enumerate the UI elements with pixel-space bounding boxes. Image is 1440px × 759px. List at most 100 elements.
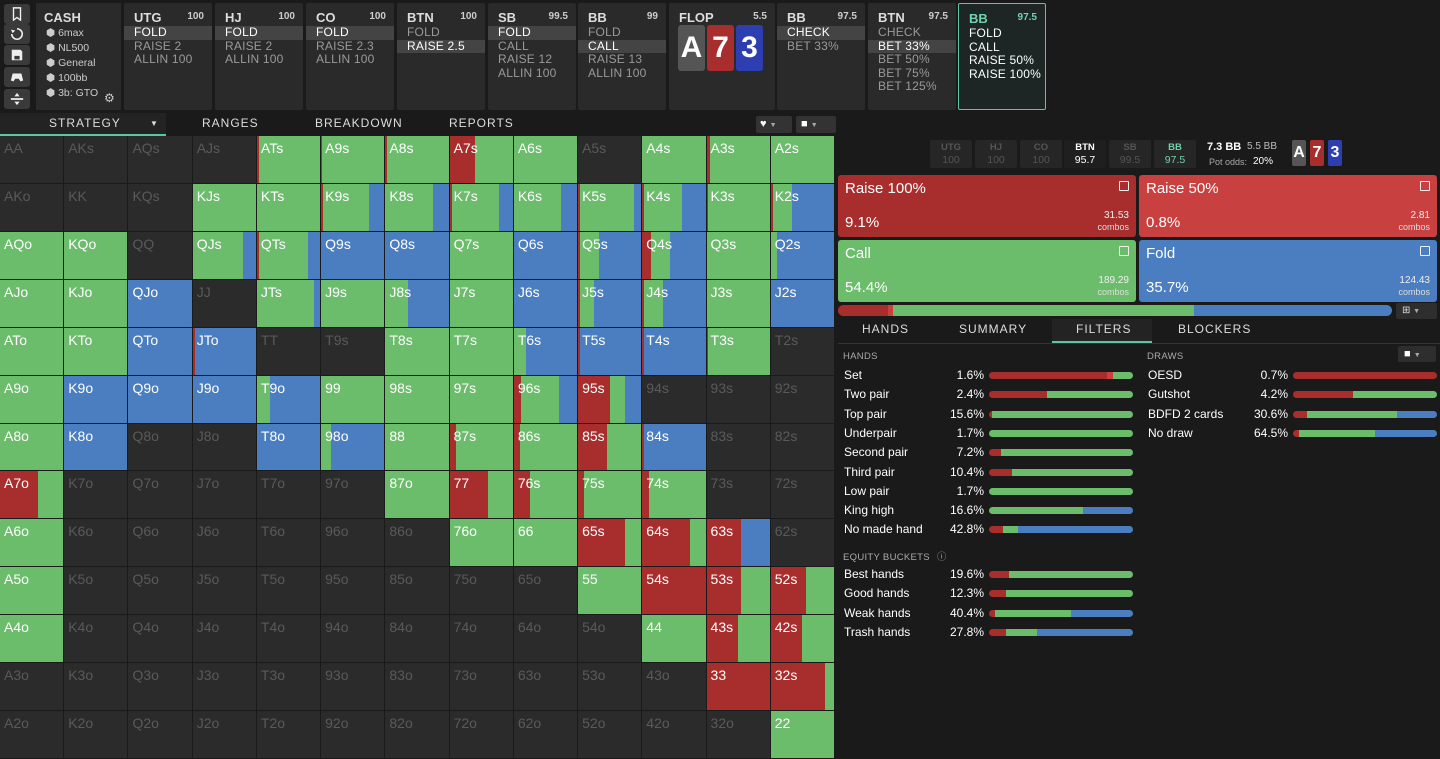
hand-cell[interactable]: 52s: [770, 567, 835, 616]
tab-blockers[interactable]: BLOCKERS: [1178, 322, 1252, 336]
hand-cell[interactable]: A8s: [385, 136, 450, 184]
panel-action[interactable]: ALLIN 100: [225, 52, 284, 66]
position-chip-btn[interactable]: BTN 95.7: [1064, 140, 1106, 168]
hand-cell[interactable]: Q7o: [128, 471, 193, 520]
tab-summary[interactable]: SUMMARY: [959, 322, 1028, 336]
filter-row[interactable]: BDFD 2 cards 30.6%: [1148, 407, 1288, 423]
panel-action[interactable]: RAISE 2.5: [397, 39, 485, 53]
hand-cell[interactable]: J2o: [192, 711, 257, 759]
filter-row[interactable]: Trash hands 27.8%: [844, 625, 984, 641]
hand-cell[interactable]: T3o: [256, 663, 322, 712]
hand-cell[interactable]: A4o: [0, 615, 65, 664]
action-raise-100[interactable]: Raise 100% 9.1% 31.53 combos: [838, 175, 1136, 237]
filter-row[interactable]: Underpair 1.7%: [844, 426, 984, 442]
hand-cell[interactable]: Q6s: [513, 231, 579, 280]
hand-cell[interactable]: K8s: [385, 183, 450, 232]
draw-filter-dropdown[interactable]: ■ ▼: [1398, 346, 1436, 362]
hand-cell[interactable]: 98s: [385, 375, 450, 424]
hand-cell[interactable]: Q3s: [706, 231, 771, 280]
hand-cell[interactable]: J6o: [192, 519, 257, 568]
hand-cell[interactable]: 95s: [578, 375, 643, 424]
hand-cell[interactable]: A9o: [0, 375, 65, 424]
filter-row[interactable]: Best hands 19.6%: [844, 567, 984, 583]
panel-action[interactable]: CALL: [969, 39, 1000, 54]
compare-button[interactable]: [4, 89, 30, 109]
hand-cell[interactable]: K3o: [64, 663, 129, 712]
notes-icon[interactable]: [1119, 181, 1129, 191]
help-icon[interactable]: ⓘ: [936, 552, 947, 563]
history-button[interactable]: [4, 24, 30, 44]
hand-cell[interactable]: 76s: [513, 471, 579, 520]
hand-cell[interactable]: K9s: [321, 183, 386, 232]
game-settings-panel[interactable]: CASH ⬢ 6max ⬢ NL500 ⬢ General ⬢ 100bb ⬢ …: [36, 3, 121, 110]
hand-cell[interactable]: 63o: [513, 663, 579, 712]
hand-cell[interactable]: J5o: [192, 567, 257, 616]
panel-action[interactable]: RAISE 50%: [969, 53, 1035, 67]
filter-row[interactable]: Two pair 2.4%: [844, 387, 984, 403]
tab-strategy[interactable]: [0, 113, 166, 136]
hand-cell[interactable]: 74o: [449, 615, 514, 664]
action-panel-0[interactable]: UTG 100 FOLD RAISE 2 ALLIN 100: [124, 3, 212, 110]
hand-cell[interactable]: 33: [706, 663, 771, 712]
hand-cell[interactable]: ATs: [256, 136, 322, 184]
hand-cell[interactable]: 82o: [385, 711, 450, 759]
panel-action[interactable]: BET 33%: [868, 39, 956, 53]
filter-row[interactable]: OESD 0.7%: [1148, 368, 1288, 384]
hand-cell[interactable]: 92o: [321, 711, 386, 759]
heart-filter-dropdown[interactable]: ♥ ▼: [756, 116, 792, 133]
panel-action[interactable]: RAISE 2.3: [316, 38, 374, 53]
filter-row[interactable]: Set 1.6%: [844, 368, 984, 384]
hand-cell[interactable]: T9s: [321, 327, 386, 376]
panel-action[interactable]: BET 75%: [878, 65, 930, 80]
hand-cell[interactable]: QJo: [128, 279, 193, 328]
hand-cell[interactable]: 64o: [513, 615, 579, 664]
hand-cell[interactable]: 52o: [578, 711, 643, 759]
hand-cell[interactable]: 65o: [513, 567, 579, 616]
hand-cell[interactable]: A2s: [770, 136, 835, 184]
hand-cell[interactable]: 63s: [706, 519, 771, 568]
hand-cell[interactable]: 86s: [513, 423, 579, 472]
action-call[interactable]: Call 54.4% 189.29 combos: [838, 240, 1136, 302]
hand-cell[interactable]: 88: [385, 423, 450, 472]
tab-ranges[interactable]: RANGES: [202, 116, 259, 130]
position-chip-bb[interactable]: BB 97.5: [1154, 140, 1196, 168]
panel-action[interactable]: CHECK: [878, 25, 922, 39]
hand-cell[interactable]: K5o: [64, 567, 129, 616]
hand-cell[interactable]: 54s: [642, 567, 707, 616]
hand-cell[interactable]: 22: [770, 711, 835, 759]
hand-cell[interactable]: T4o: [256, 615, 322, 664]
hand-cell[interactable]: 44: [642, 615, 707, 664]
position-chip-co[interactable]: CO 100: [1020, 140, 1062, 168]
filter-row[interactable]: King high 16.6%: [844, 503, 984, 519]
hand-cell[interactable]: J5s: [578, 279, 643, 328]
hand-cell[interactable]: 62s: [770, 519, 835, 568]
hand-cell[interactable]: 76o: [449, 519, 514, 568]
panel-action[interactable]: RAISE 13: [588, 52, 643, 66]
panel-action[interactable]: FOLD: [488, 25, 576, 40]
hand-cell[interactable]: KJs: [192, 183, 257, 232]
hand-cell[interactable]: 96s: [513, 375, 579, 424]
hand-cell[interactable]: J6s: [513, 279, 579, 328]
hand-cell[interactable]: 66: [513, 519, 579, 568]
hand-cell[interactable]: 75s: [578, 471, 643, 520]
save-button[interactable]: [4, 45, 30, 65]
hand-cell[interactable]: 73o: [449, 663, 514, 712]
action-panel-8[interactable]: BTN 97.5 CHECK BET 33% BET 50% BET 75% BET 125…: [868, 3, 956, 110]
hand-cell[interactable]: 32o: [706, 711, 771, 759]
hand-cell[interactable]: Q9o: [128, 375, 193, 424]
hand-cell[interactable]: KQo: [64, 231, 129, 280]
hand-cell[interactable]: A2o: [0, 711, 65, 759]
hand-cell[interactable]: KQs: [128, 183, 193, 232]
view-mode-dropdown[interactable]: ⊞ ▼: [1396, 303, 1437, 319]
play-button[interactable]: [4, 67, 30, 87]
hand-cell[interactable]: Q2o: [128, 711, 193, 759]
hand-cell[interactable]: T5o: [256, 567, 322, 616]
hand-cell[interactable]: 74s: [642, 471, 707, 520]
hand-cell[interactable]: 64s: [642, 519, 707, 568]
hand-cell[interactable]: 82s: [770, 423, 835, 472]
hand-cell[interactable]: T8o: [256, 423, 322, 472]
hand-cell[interactable]: 96o: [321, 519, 386, 568]
action-panel-5[interactable]: BB 99 FOLD CALL RAISE 13 ALLIN 100: [578, 3, 666, 110]
hand-cell[interactable]: K6s: [513, 183, 579, 232]
action-fold[interactable]: Fold 35.7% 124.43 combos: [1139, 240, 1437, 302]
